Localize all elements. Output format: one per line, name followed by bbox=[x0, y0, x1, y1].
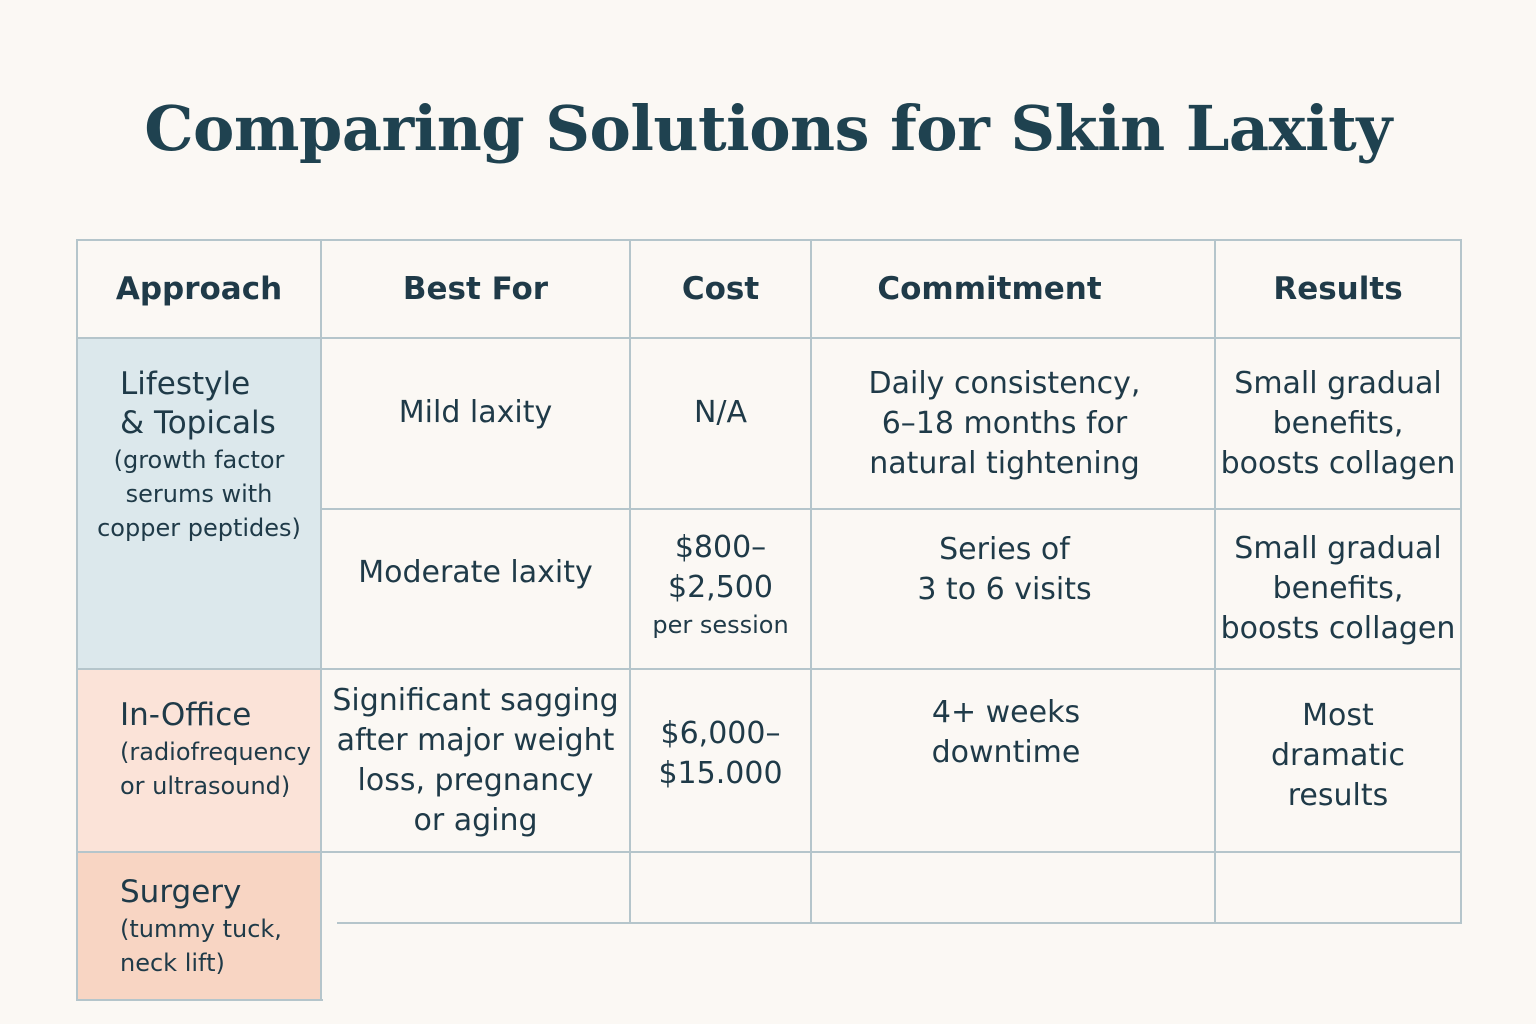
row2-cost-note: per session bbox=[652, 611, 789, 639]
row1-cost: N/A bbox=[693, 395, 748, 430]
row1-results: Small gradual benefits, boosts collagen bbox=[1220, 365, 1456, 481]
grid-line bbox=[1460, 239, 1462, 924]
approach-fill-lifestyle bbox=[77, 338, 321, 669]
grid-line bbox=[77, 668, 1462, 670]
row2-commitment: Series of 3 to 6 visits bbox=[917, 532, 1092, 607]
approach-inoffice-name: In-Office bbox=[120, 697, 252, 733]
row3-results: Most dramatic results bbox=[1271, 697, 1405, 813]
row2-results: Small gradual benefits, boosts collagen bbox=[1220, 531, 1456, 646]
approach-surgery-name: Surgery bbox=[120, 874, 242, 910]
header-results: Results bbox=[1273, 271, 1403, 307]
grid-line bbox=[77, 239, 1462, 241]
approach-lifestyle: Lifestyle & Topicals (growth factor seru… bbox=[78, 339, 320, 668]
grid-line bbox=[629, 239, 631, 924]
row2-cost-range: $800– $2,500 bbox=[668, 530, 773, 605]
header-cost: Cost bbox=[681, 271, 760, 307]
grid-line bbox=[320, 239, 322, 1001]
approach-fill-surgery bbox=[77, 852, 321, 1001]
approach-lifestyle-detail: (growth factor serums with copper peptid… bbox=[97, 446, 301, 542]
approach-lifestyle-name: Lifestyle & Topicals bbox=[120, 366, 276, 441]
row3-commitment: 4+ weeks downtime bbox=[931, 695, 1081, 770]
row1-commitment: Daily consistency, 6–18 months for natur… bbox=[868, 365, 1141, 481]
approach-inoffice: In-Office (radiofrequency or ultrasound) bbox=[78, 670, 320, 851]
grid-line bbox=[1214, 239, 1216, 924]
approach-fill-inoffice bbox=[77, 669, 321, 852]
header-best-for: Best For bbox=[402, 271, 549, 307]
row3-best-for: Significant sagging after major weight l… bbox=[332, 682, 619, 838]
page-title: Comparing Solutions for Skin Laxity bbox=[144, 92, 1392, 165]
grid-line bbox=[76, 239, 78, 1001]
header-approach: Approach bbox=[115, 271, 283, 307]
grid-line bbox=[810, 239, 812, 924]
approach-inoffice-detail: (radiofrequency or ultrasound) bbox=[120, 738, 311, 800]
approach-surgery: Surgery (tummy tuck, neck lift) bbox=[78, 853, 320, 999]
grid-line bbox=[337, 922, 1462, 924]
grid-line bbox=[77, 999, 323, 1001]
grid-line bbox=[77, 337, 1462, 339]
row2-best-for: Moderate laxity bbox=[358, 555, 593, 590]
approach-surgery-detail: (tummy tuck, neck lift) bbox=[120, 915, 282, 977]
header-commitment: Commitment bbox=[877, 271, 1102, 307]
row2-cost: $800– $2,500 per session bbox=[631, 510, 810, 668]
row1-best-for: Mild laxity bbox=[398, 395, 553, 430]
grid-line bbox=[321, 508, 1462, 510]
grid-line bbox=[77, 851, 1462, 853]
row3-cost: $6,000– $15.000 bbox=[658, 716, 783, 791]
